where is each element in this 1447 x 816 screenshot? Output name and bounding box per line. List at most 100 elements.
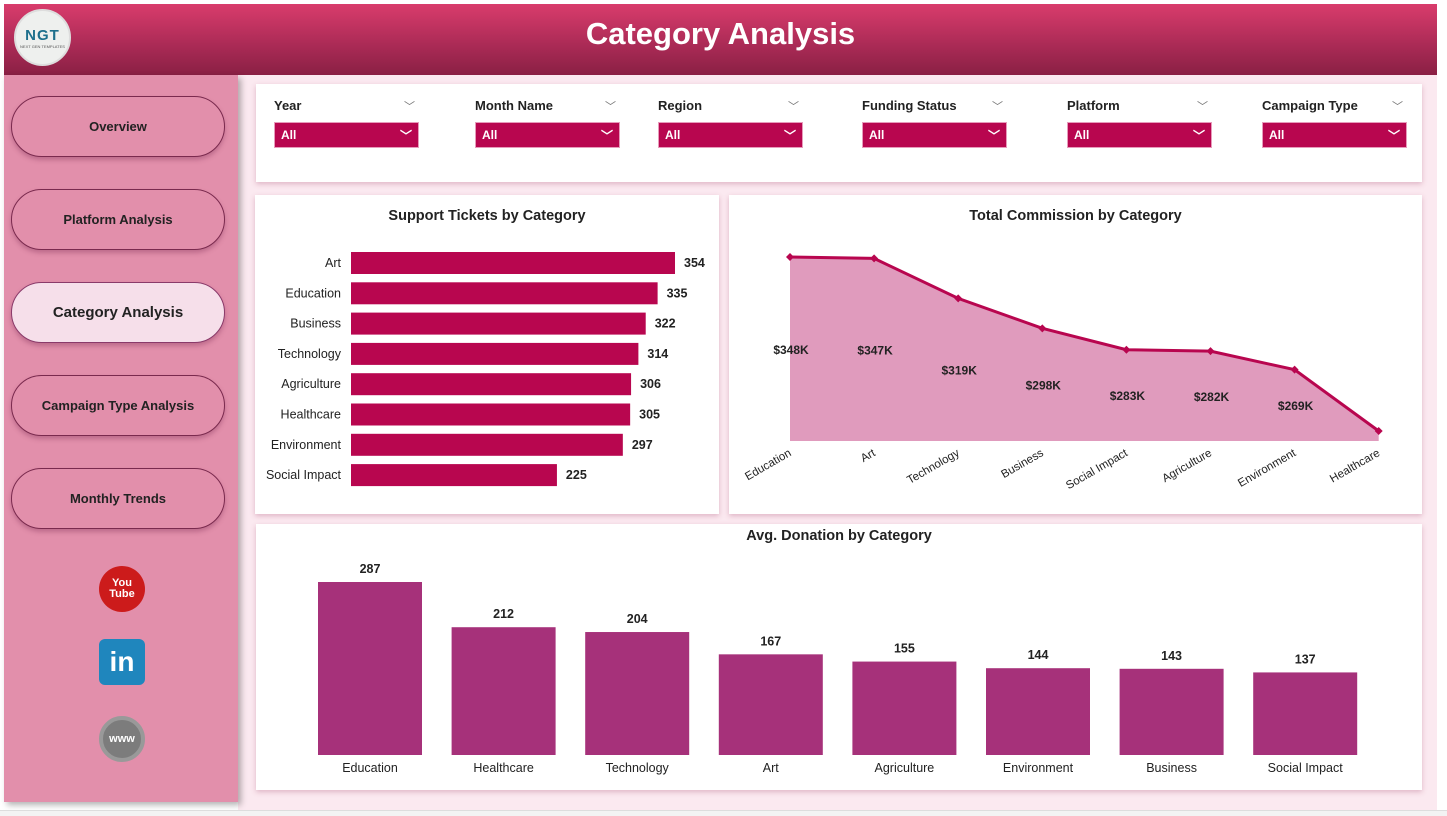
category-label: Art [859,447,878,465]
nav-platform-analysis[interactable]: Platform Analysis [11,189,225,250]
data-label: 225 [566,468,587,482]
data-point [954,294,963,303]
avg-donation-chart-panel: Avg. Donation by Category 287 Education 21… [256,524,1422,790]
data-label: $319K [942,364,978,378]
filter-funding-status: Funding Status ﹀ All ﹀ [862,98,1007,148]
filter-region: Region ﹀ All ﹀ [658,98,803,148]
chevron-down-icon: ﹀ [600,128,613,143]
bar-business [351,312,646,335]
support-tickets-chart: Art 354 Education 335 Business 322 Technology 3… [266,252,705,487]
page-title: Category Analysis [585,16,856,51]
category-label: Healthcare [281,408,341,422]
category-label: Technology [606,761,670,775]
commission-chart: $348K Education $347K Art $319K Technology $29… [743,253,1383,492]
category-label: Environment [1003,761,1074,775]
category-label: Environment [1236,447,1299,490]
data-label: 297 [632,438,653,452]
category-label: Technology [905,447,962,487]
nav-monthly-trends[interactable]: Monthly Trends [11,468,225,529]
bar-education [318,582,422,755]
chevron-down-icon[interactable]: ﹀ [1197,101,1208,113]
filter-panel: Year ﹀ All ﹀ Month Name ﹀ All ﹀ Region ﹀ All ﹀ Fu… [256,84,1422,182]
category-label: Education [285,286,341,300]
youtube-icon[interactable]: You Tube [99,566,145,612]
chart-title: Avg. Donation by Category [746,528,932,544]
data-label: 144 [1028,648,1049,662]
bar-agriculture [351,373,632,396]
chevron-down-icon: ﹀ [399,128,412,143]
area-line [789,255,1380,433]
filter-platform: Platform ﹀ All ﹀ [1067,98,1212,148]
region-dropdown[interactable]: All ﹀ [658,122,803,148]
campaign-type-dropdown[interactable]: All ﹀ [1262,122,1407,148]
data-point [870,254,879,263]
bar-environment [986,668,1090,755]
chevron-down-icon: ﹀ [1192,128,1205,143]
data-label: 167 [760,634,781,648]
chevron-down-icon[interactable]: ﹀ [404,101,415,113]
category-label: Business [290,317,341,331]
category-label: Business [1146,761,1197,775]
data-point [786,253,794,261]
data-label: $269K [1278,399,1314,413]
data-label: 314 [647,347,668,361]
data-label: $282K [1194,390,1230,404]
data-label: 137 [1295,652,1316,666]
category-label: Education [342,761,398,775]
nav-campaign-type-analysis[interactable]: Campaign Type Analysis [11,375,225,436]
data-label: 204 [627,612,648,626]
nav-overview[interactable]: Overview [11,96,225,157]
month-name-dropdown[interactable]: All ﹀ [475,122,620,148]
data-label: $347K [857,344,893,358]
data-point [1374,427,1383,436]
data-label: 155 [894,642,915,656]
data-label: 335 [667,286,688,300]
category-label: Education [743,447,793,483]
bar-social-impact [351,464,557,487]
bar-education [351,282,658,305]
chart-title: Total Commission by Category [969,208,1182,224]
category-label: Social Impact [266,468,342,482]
data-label: 143 [1161,649,1182,663]
data-label: $283K [1110,389,1146,403]
funding-status-dropdown[interactable]: All ﹀ [862,122,1007,148]
chevron-down-icon: ﹀ [987,128,1000,143]
chevron-down-icon[interactable]: ﹀ [605,101,616,113]
year-dropdown[interactable]: All ﹀ [274,122,419,148]
platform-dropdown[interactable]: All ﹀ [1067,122,1212,148]
linkedin-icon[interactable]: in [99,639,145,685]
data-label: 354 [684,256,705,270]
filter-month-name: Month Name ﹀ All ﹀ [475,98,620,148]
data-point [1206,347,1215,356]
globe-www-icon[interactable]: www [99,716,145,762]
data-label: $298K [1026,378,1062,392]
chevron-down-icon[interactable]: ﹀ [992,101,1003,113]
filter-campaign-type: Campaign Type ﹀ All ﹀ [1262,98,1407,148]
bar-agriculture [852,661,957,755]
category-label: Healthcare [473,761,533,775]
data-label: 322 [655,317,676,331]
bar-social-impact [1253,672,1358,755]
category-label: Agriculture [281,377,341,391]
chevron-down-icon[interactable]: ﹀ [788,101,799,113]
category-label: Agriculture [1160,447,1214,485]
data-point [1290,365,1299,374]
ngt-logo: NGT NEXT GEN TEMPLATES [14,9,71,66]
header-banner: NGT NEXT GEN TEMPLATES Category Analysis [4,4,1437,75]
bar-technology [351,342,639,365]
data-label: 212 [493,607,514,621]
data-label: 287 [360,562,381,576]
chevron-down-icon[interactable]: ﹀ [1392,101,1403,113]
nav-category-analysis[interactable]: Category Analysis [11,282,225,343]
bar-art [718,654,823,755]
bar-technology [585,632,690,755]
support-tickets-chart-panel: Support Tickets by Category Art 354 Educat… [255,195,719,514]
category-label: Environment [271,438,342,452]
data-label: 305 [639,408,660,422]
sidebar: Overview Platform Analysis Category Anal… [4,75,238,802]
bar-art [351,252,675,274]
avg-donation-chart: 287 Education 212 Healthcare 204 Technology 16… [318,562,1358,775]
data-point [1122,345,1131,354]
chevron-down-icon: ﹀ [1387,128,1400,143]
category-label: Art [763,761,780,775]
